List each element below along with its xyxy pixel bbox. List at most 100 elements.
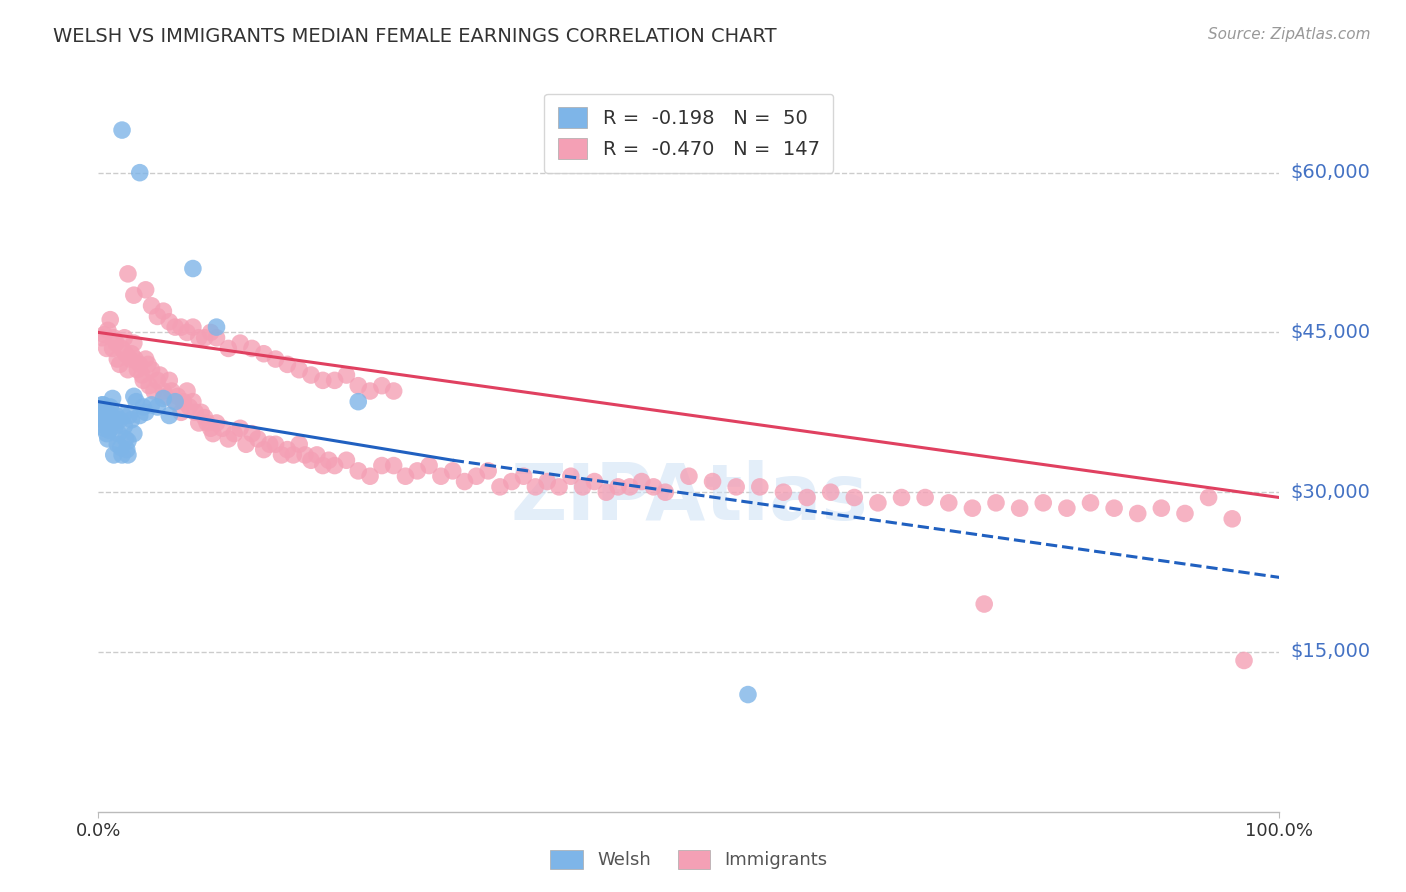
Point xyxy=(181,320,204,334)
Point xyxy=(1220,512,1243,526)
Point xyxy=(737,688,759,702)
Point xyxy=(122,426,145,441)
Legend: R =  -0.198   N =  50, R =  -0.470   N =  147: R = -0.198 N = 50, R = -0.470 N = 147 xyxy=(544,94,834,173)
Text: Source: ZipAtlas.com: Source: ZipAtlas.com xyxy=(1208,27,1371,42)
Point xyxy=(122,336,145,351)
Point xyxy=(96,426,118,441)
Point xyxy=(155,389,177,403)
Point xyxy=(98,312,121,326)
Point xyxy=(107,426,129,441)
Point xyxy=(240,426,263,441)
Point xyxy=(101,392,124,406)
Point xyxy=(524,480,547,494)
Point xyxy=(866,496,889,510)
Point xyxy=(108,413,131,427)
Point xyxy=(166,389,188,403)
Point xyxy=(117,448,139,462)
Point xyxy=(131,368,153,382)
Point xyxy=(382,384,405,398)
Point xyxy=(146,400,169,414)
Point xyxy=(117,267,139,281)
Point xyxy=(465,469,488,483)
Point xyxy=(276,442,298,457)
Point xyxy=(90,405,112,419)
Point xyxy=(382,458,405,473)
Point xyxy=(170,320,193,334)
Point xyxy=(195,416,218,430)
Point xyxy=(1174,507,1197,521)
Point xyxy=(890,491,912,505)
Point xyxy=(748,480,770,494)
Point xyxy=(441,464,464,478)
Point xyxy=(121,347,143,361)
Point xyxy=(938,496,960,510)
Point xyxy=(105,336,128,351)
Point xyxy=(103,448,125,462)
Point xyxy=(110,441,132,455)
Point xyxy=(246,432,269,446)
Point xyxy=(91,410,114,425)
Point xyxy=(430,469,453,483)
Point xyxy=(630,475,652,489)
Point xyxy=(205,416,228,430)
Point xyxy=(152,392,174,406)
Point xyxy=(240,342,263,356)
Point xyxy=(132,400,155,414)
Point xyxy=(211,421,233,435)
Point xyxy=(200,421,222,435)
Point xyxy=(1008,501,1031,516)
Point xyxy=(253,442,276,457)
Point xyxy=(1102,501,1125,516)
Point xyxy=(264,437,287,451)
Point xyxy=(200,326,222,340)
Point xyxy=(702,475,724,489)
Point xyxy=(418,458,440,473)
Point xyxy=(98,400,121,414)
Point xyxy=(94,419,117,434)
Point xyxy=(152,384,174,398)
Point xyxy=(229,336,252,351)
Point xyxy=(583,475,606,489)
Point xyxy=(120,352,142,367)
Y-axis label: Median Female Earnings: Median Female Earnings xyxy=(0,344,8,566)
Point xyxy=(112,409,135,423)
Point xyxy=(548,480,571,494)
Point xyxy=(117,434,139,448)
Point xyxy=(115,442,138,457)
Point xyxy=(820,485,842,500)
Point xyxy=(122,389,145,403)
Point xyxy=(347,394,370,409)
Point xyxy=(283,448,305,462)
Point xyxy=(181,394,204,409)
Point xyxy=(165,394,187,409)
Text: WELSH VS IMMIGRANTS MEDIAN FEMALE EARNINGS CORRELATION CHART: WELSH VS IMMIGRANTS MEDIAN FEMALE EARNIN… xyxy=(53,27,778,45)
Point xyxy=(91,398,114,412)
Point xyxy=(93,327,115,342)
Point xyxy=(347,464,370,478)
Point xyxy=(184,405,207,419)
Point xyxy=(194,410,217,425)
Point xyxy=(97,323,120,337)
Point xyxy=(571,480,593,494)
Point xyxy=(217,432,239,446)
Point xyxy=(142,384,165,398)
Point xyxy=(772,485,794,500)
Point xyxy=(128,166,150,180)
Point xyxy=(312,458,335,473)
Point xyxy=(176,384,198,398)
Point xyxy=(489,480,512,494)
Point xyxy=(477,464,499,478)
Point xyxy=(112,419,135,434)
Point xyxy=(122,288,145,302)
Point xyxy=(135,352,157,367)
Point xyxy=(359,384,381,398)
Point xyxy=(359,469,381,483)
Point xyxy=(127,362,149,376)
Point xyxy=(157,373,180,387)
Point xyxy=(1126,507,1149,521)
Point xyxy=(406,464,429,478)
Point xyxy=(270,448,292,462)
Point xyxy=(141,299,163,313)
Point xyxy=(299,453,322,467)
Point xyxy=(224,426,246,441)
